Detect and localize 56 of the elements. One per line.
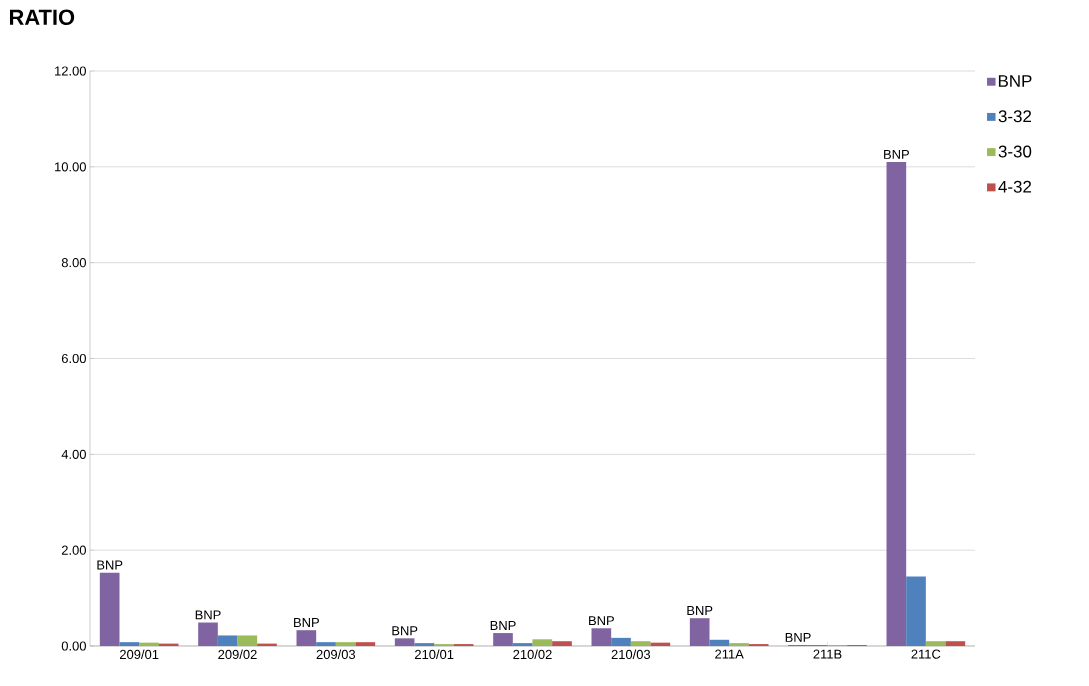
data-label: BNP — [392, 626, 418, 636]
x-tick-label: 210/01 — [415, 649, 454, 660]
legend-label: 3-32 — [998, 110, 1032, 123]
bar — [139, 642, 159, 646]
bar — [394, 638, 415, 646]
legend-label: 3-30 — [998, 145, 1032, 158]
bar — [532, 639, 553, 646]
x-tick-label: 211B — [813, 649, 842, 659]
x-tick-label: 210/02 — [513, 649, 552, 660]
bar — [709, 639, 730, 646]
bar — [335, 642, 356, 646]
data-label: BNP — [589, 616, 614, 626]
x-tick-label: 209/02 — [218, 649, 257, 660]
x-tick-label: 209/01 — [120, 649, 159, 660]
y-tick-label: 6.00 — [61, 353, 86, 364]
data-label: BNP — [785, 632, 811, 642]
bar — [591, 628, 612, 646]
bar — [493, 633, 513, 646]
x-tick-label: 211A — [715, 649, 744, 659]
x-tick-label: 211C — [911, 649, 941, 659]
bar — [355, 642, 376, 646]
bar — [689, 618, 710, 646]
bar — [512, 643, 533, 646]
bar — [99, 572, 120, 646]
y-tick-label: 8.00 — [61, 258, 86, 268]
bar — [296, 630, 317, 646]
bar — [729, 643, 749, 646]
bar — [414, 643, 435, 646]
bar — [611, 637, 631, 646]
bar — [630, 641, 651, 646]
bar — [906, 576, 926, 646]
bar — [217, 635, 238, 646]
data-label: BNP — [97, 560, 123, 570]
y-tick-label: 0.00 — [61, 641, 86, 651]
data-label: BNP — [294, 618, 319, 627]
chart-title: RATIO — [9, 9, 75, 26]
legend-label: 4-32 — [998, 180, 1032, 193]
bar — [119, 642, 140, 646]
y-tick-label: 2.00 — [61, 545, 86, 555]
data-label: BNP — [490, 620, 516, 630]
bar — [552, 641, 572, 646]
legend-label: BNP — [998, 75, 1032, 87]
y-tick-label: 10.00 — [55, 162, 86, 172]
bar — [945, 641, 966, 646]
bar — [237, 635, 258, 646]
data-label: BNP — [687, 606, 713, 616]
bar — [316, 642, 336, 646]
y-tick-label: 12.00 — [55, 66, 86, 76]
data-label: BNP — [195, 610, 221, 620]
bar — [198, 622, 218, 646]
x-tick-label: 209/03 — [316, 649, 356, 660]
bar — [886, 162, 907, 646]
y-tick-label: 4.00 — [61, 449, 86, 459]
x-tick-label: 210/03 — [611, 649, 651, 660]
data-label: BNP — [884, 149, 909, 159]
bar — [925, 641, 946, 646]
